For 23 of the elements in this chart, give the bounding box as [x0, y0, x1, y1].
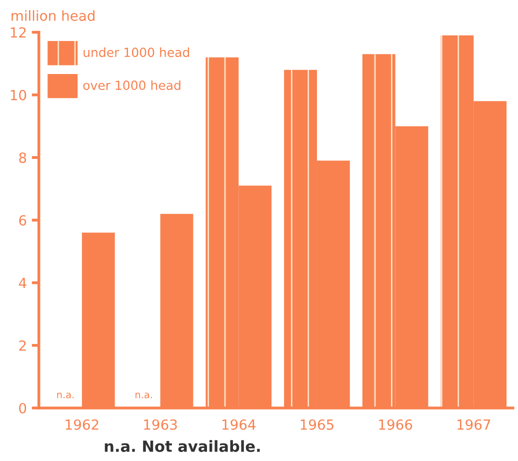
y-axis-title: million head	[12, 10, 94, 21]
bar	[284, 70, 317, 408]
x-tick-label: 1963	[144, 419, 177, 430]
y-tick-label: 8	[19, 152, 26, 163]
legend-label: over 1000 head	[83, 80, 180, 90]
text: n.a. Not available.	[104, 440, 260, 452]
bar	[362, 54, 396, 408]
x-tick-label: 1964	[222, 419, 256, 430]
bar	[206, 57, 239, 408]
x-tick-label: 1965	[300, 419, 334, 430]
y-tick-label: 2	[19, 340, 26, 351]
legend-label: under 1000 head	[84, 47, 190, 58]
y-tick-label: 6	[19, 215, 26, 226]
y-tick-label: 4	[18, 278, 26, 288]
y-tick-label: 0	[19, 402, 26, 414]
annotation: n.a.	[136, 392, 152, 398]
annotation: n.a.	[57, 392, 74, 398]
y-tick-label: 10	[10, 90, 26, 100]
x-tick-label: 1967	[458, 419, 490, 430]
bar	[440, 35, 474, 408]
x-tick-label: 1962	[66, 419, 98, 430]
x-tick-label: 1966	[379, 419, 412, 430]
y-tick-label: 12	[10, 27, 26, 38]
